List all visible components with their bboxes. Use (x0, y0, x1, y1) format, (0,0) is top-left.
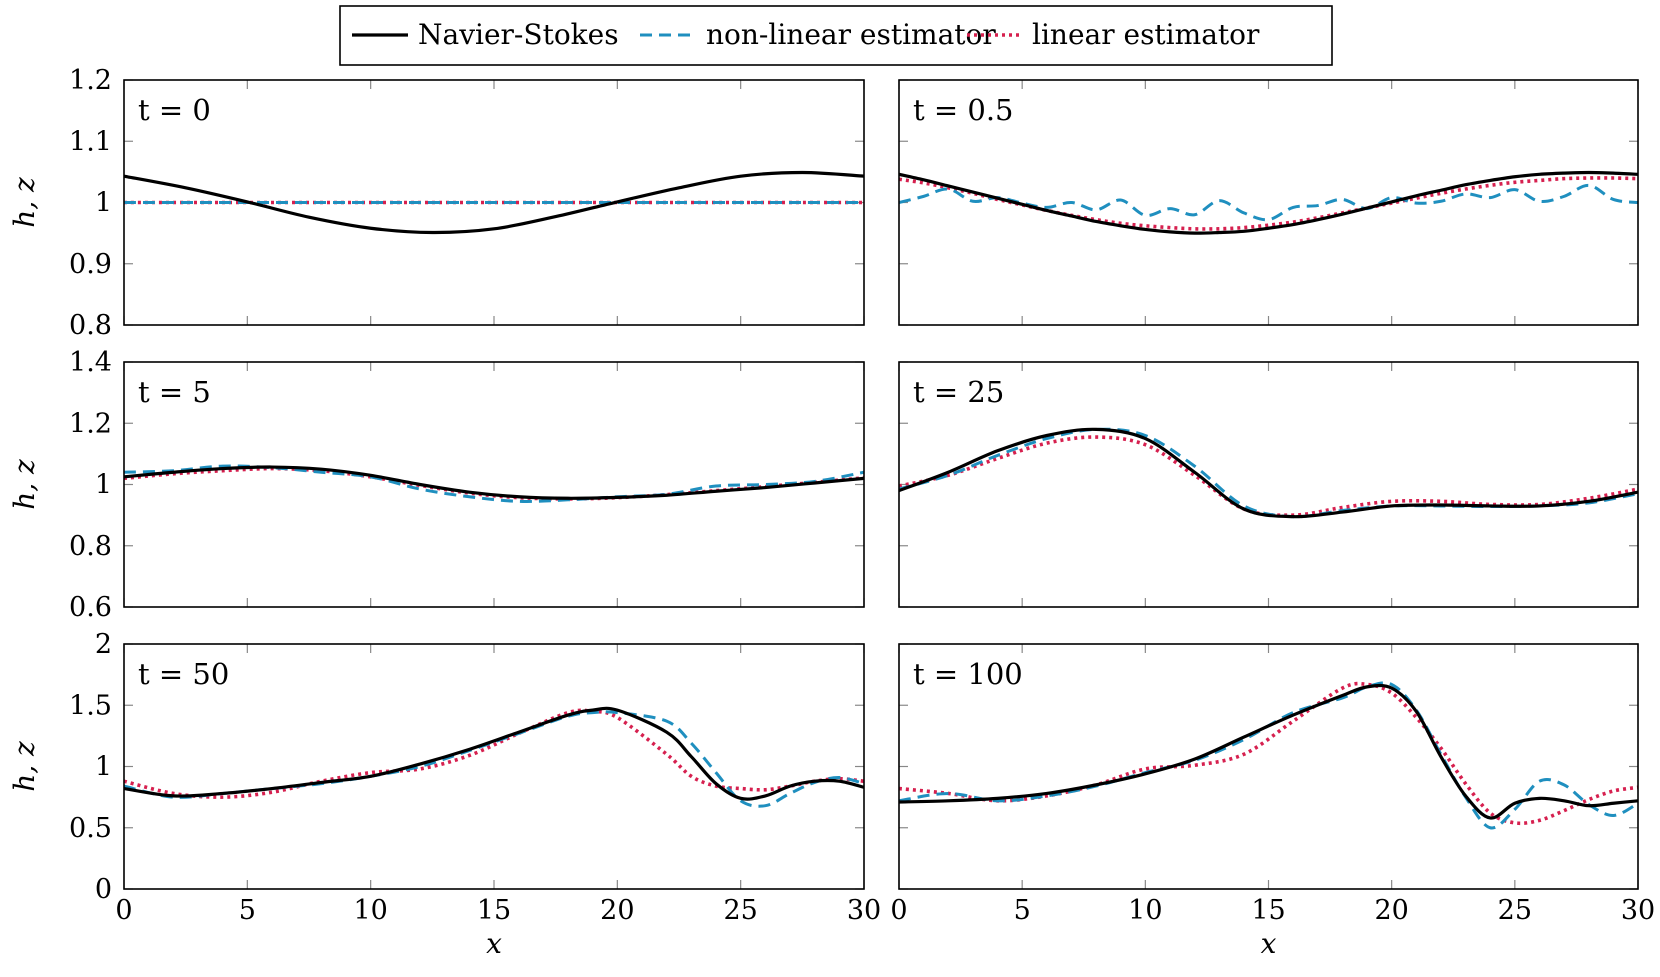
panel-frame (898, 79, 1639, 326)
y-tick-label: 1.4 (69, 347, 112, 378)
x-tick-label: 10 (353, 895, 387, 926)
panel-3: t = 25 (898, 361, 1639, 608)
panel-frame (898, 361, 1639, 608)
series-line-1 (899, 427, 1638, 519)
y-tick-label: 0.5 (69, 813, 112, 844)
series-line-0 (124, 465, 864, 500)
y-tick-label: 1 (95, 470, 112, 501)
x-tick-label: 15 (477, 895, 511, 926)
panel-label: t = 5 (138, 375, 211, 409)
y-tick-label: 1.2 (69, 408, 112, 439)
panel-frame (898, 643, 1639, 890)
x-tick-label: 20 (600, 895, 634, 926)
legend-entry-label: non-linear estimator (706, 18, 996, 51)
x-axis-label: x (486, 927, 502, 960)
panel-label: t = 100 (913, 657, 1023, 691)
x-tick-label: 15 (1251, 895, 1285, 926)
x-axis-label: x (1261, 927, 1277, 960)
panel-label: t = 50 (138, 657, 229, 691)
y-tick-label: 1.2 (69, 65, 112, 96)
y-tick-label: 2 (95, 629, 112, 660)
panel-4: 0 5 10 15 20 25 30 0 0.5 1 1.5 2 t = 50 h, z x (8, 629, 881, 960)
panel-frame (123, 361, 865, 608)
y-axis-label: h, z (8, 177, 41, 228)
y-tick-label: 0 (95, 874, 112, 905)
series-line-0 (899, 683, 1638, 820)
series-line-2 (899, 681, 1638, 826)
x-tick-label: 30 (1621, 895, 1655, 926)
y-tick-label: 0.8 (69, 531, 112, 562)
y-tick-label: 1 (95, 188, 112, 219)
x-tick-label: 0 (890, 895, 907, 926)
panel-label: t = 0.5 (913, 93, 1014, 127)
series-line-2 (899, 176, 1638, 231)
series-line-2 (899, 435, 1638, 518)
legend-frame (339, 5, 1333, 66)
x-tick-label: 0 (115, 895, 132, 926)
panel-1: t = 0.5 (898, 79, 1639, 326)
series-line-1 (899, 183, 1638, 222)
legend-entry-label: linear estimator (1032, 18, 1260, 51)
x-tick-label: 25 (723, 895, 757, 926)
panel-frame (123, 79, 865, 326)
series-line-1 (899, 681, 1638, 830)
panel-2: 0.6 0.8 1 1.2 1.4 t = 5 h, z (8, 347, 865, 623)
legend: Navier-Stokes non-linear estimator linear … (339, 5, 1333, 66)
panels: 0.8 0.9 1 1.1 1.2 t = 0 h, z t = 0.5 0.6 0.8 1 1.2 1… (8, 65, 1655, 960)
x-tick-label: 10 (1128, 895, 1162, 926)
legend-entry-label: Navier-Stokes (418, 18, 619, 51)
series-line-0 (899, 170, 1638, 235)
y-axis-label: h, z (8, 741, 41, 792)
panel-5: 0 5 10 15 20 25 30 t = 100 x (890, 643, 1655, 960)
series-line-0 (124, 170, 864, 235)
x-tick-label: 25 (1498, 895, 1532, 926)
x-tick-label: 30 (847, 895, 881, 926)
y-tick-label: 1 (95, 752, 112, 783)
series-line-2 (124, 708, 864, 799)
series-line-0 (124, 706, 864, 801)
series-line-1 (124, 710, 864, 808)
x-tick-label: 5 (239, 895, 256, 926)
panel-label: t = 0 (138, 93, 211, 127)
panel-frame (123, 643, 865, 890)
y-tick-label: 1.1 (69, 126, 112, 157)
x-tick-label: 5 (1014, 895, 1031, 926)
y-axis-label: h, z (8, 459, 41, 510)
panel-label: t = 25 (913, 375, 1004, 409)
y-tick-label: 0.9 (69, 249, 112, 280)
y-tick-label: 0.8 (69, 310, 112, 341)
x-tick-label: 20 (1374, 895, 1408, 926)
series-line-0 (899, 427, 1638, 519)
y-tick-label: 0.6 (69, 592, 112, 623)
panel-0: 0.8 0.9 1 1.1 1.2 t = 0 h, z (8, 65, 865, 341)
y-tick-label: 1.5 (69, 690, 112, 721)
